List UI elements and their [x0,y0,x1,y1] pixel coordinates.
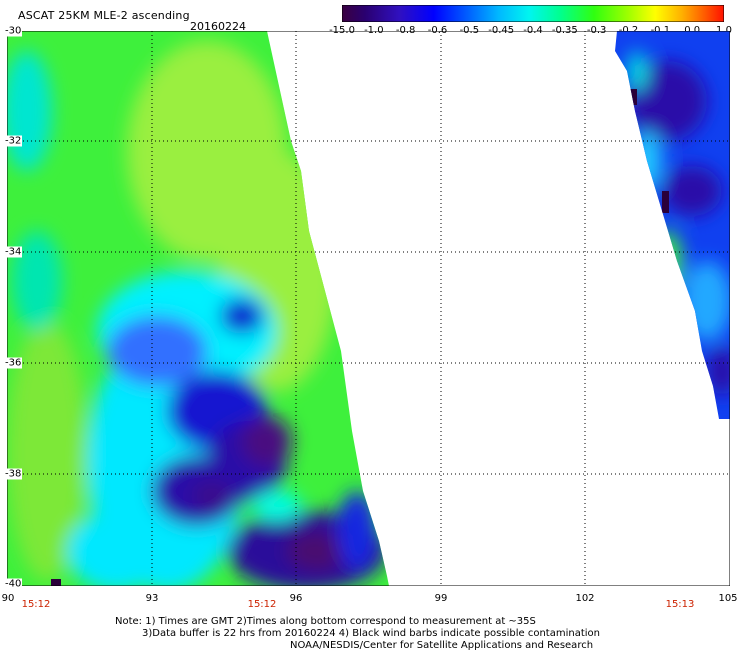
lon-label: 99 [434,593,448,604]
colorbar [342,5,724,22]
lat-label: -30 [4,25,23,37]
time-label: 15:13 [665,599,695,610]
product-title: ASCAT 25KM MLE-2 ascending [18,9,190,22]
swath-west [7,31,389,586]
time-label: 15:12 [247,599,277,610]
note-line-1: Note: 1) Times are GMT 2)Times along bot… [115,616,536,627]
graticule [7,31,730,586]
lon-label: 90 [1,593,15,604]
lat-label: -34 [4,246,23,258]
time-label: 15:12 [21,599,51,610]
lon-label: 102 [575,593,595,604]
wind-map [7,31,730,586]
lon-label: 93 [145,593,159,604]
lon-label: 105 [718,593,738,604]
lat-label: -38 [4,468,23,480]
lat-label: -40 [4,578,23,590]
note-line-3: NOAA/NESDIS/Center for Satellite Applica… [290,640,594,651]
note-line-2: 3)Data buffer is 22 hrs from 20160224 4)… [142,628,600,639]
lon-label: 96 [289,593,303,604]
lat-label: -32 [4,135,23,147]
swath-east [615,31,730,419]
lat-label: -36 [4,357,23,369]
product-date: 20160224 [190,20,246,33]
